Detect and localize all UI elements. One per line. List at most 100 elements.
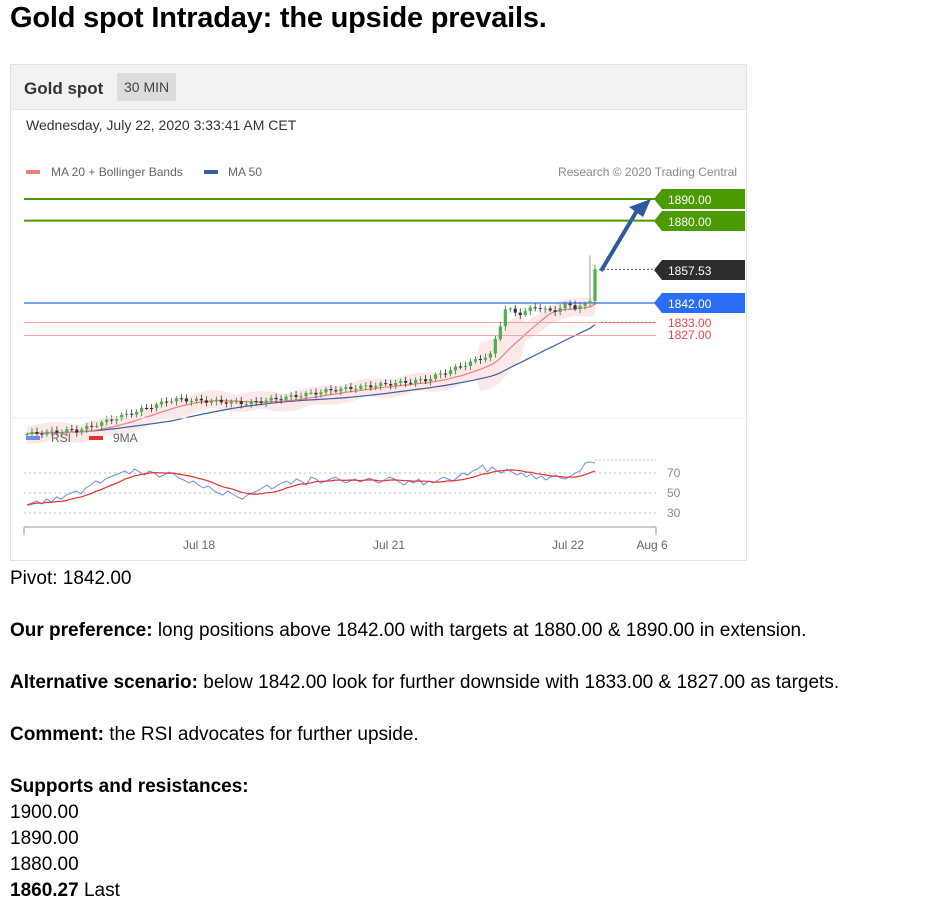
candle-body <box>105 419 109 423</box>
candle-body <box>65 429 69 433</box>
candle-body <box>329 389 333 391</box>
candle-body <box>184 398 189 402</box>
candle-body <box>339 388 343 392</box>
candle-body <box>60 432 64 434</box>
candle-body <box>349 386 353 389</box>
candle-body <box>30 431 34 435</box>
x-tick-label: Aug 6 <box>636 538 668 552</box>
price-tag-1890: 1890.00 <box>654 189 745 209</box>
chart-header: Gold spot 30 MIN <box>11 65 746 110</box>
last-price-row: 1860.27 Last <box>10 878 945 904</box>
analysis-text: Pivot: 1842.00 Our preference: long posi… <box>10 566 945 904</box>
candle-body <box>115 419 119 421</box>
chart-legend: MA 20 + Bollinger Bands MA 50 Research ©… <box>26 165 737 179</box>
alternative-text: below 1842.00 look for further downside … <box>197 672 840 693</box>
candle-body <box>249 401 253 405</box>
price-tag-1842: 1842.00 <box>654 293 745 313</box>
chart-credit: Research © 2020 Trading Central <box>558 165 737 179</box>
candle-body <box>538 308 542 310</box>
candle-body <box>463 365 468 367</box>
candle-body <box>169 401 174 403</box>
candle-body <box>299 396 303 398</box>
candle-body <box>364 385 368 387</box>
candle-body <box>309 392 313 394</box>
legend-swatch-9ma <box>89 436 103 440</box>
candle-body <box>334 390 338 392</box>
rsi-level-30-label: 30 <box>667 506 681 520</box>
price-tag-1880-label: 1880.00 <box>668 215 712 229</box>
page-title: Gold spot Intraday: the upside prevails. <box>10 2 547 34</box>
last-price-value: 1860.27 <box>10 880 79 901</box>
legend-label-ma50: MA 50 <box>228 165 262 179</box>
bollinger-band <box>27 295 595 445</box>
rsi-legend: RSI 9MA <box>26 431 138 445</box>
candle-body <box>204 400 208 403</box>
price-tag-1890-label: 1890.00 <box>668 193 712 207</box>
candle-body <box>70 429 74 431</box>
candle-body <box>374 385 378 388</box>
candle-body <box>563 303 567 309</box>
candle-body <box>583 303 587 306</box>
legend-swatch-ma20 <box>26 170 40 174</box>
candle-body <box>428 378 433 382</box>
candle-body <box>498 326 502 340</box>
instrument-name: Gold spot <box>24 79 104 98</box>
candle-body <box>389 384 393 386</box>
candle-body <box>234 401 238 403</box>
candle-body <box>304 392 308 397</box>
candle-body <box>414 379 418 384</box>
candle-body <box>159 401 164 405</box>
candle-body <box>80 429 84 433</box>
target-arrow-shaft <box>599 207 640 273</box>
candle-body <box>199 398 203 401</box>
alternative-label: Alternative scenario: <box>10 672 198 693</box>
candle-body <box>75 429 79 433</box>
candle-body <box>50 430 54 432</box>
candle-body <box>55 430 59 433</box>
price-tag-last: 1857.53 <box>654 260 745 280</box>
candle-body <box>214 399 218 402</box>
candle-body <box>518 312 522 315</box>
candle-body <box>189 400 194 402</box>
sr-level: 1890.00 <box>10 828 79 849</box>
candle-body <box>508 308 512 310</box>
candle-body <box>209 401 213 403</box>
candle-body <box>35 431 39 434</box>
candle-body <box>224 402 228 404</box>
candle-body <box>45 431 49 435</box>
candle-body <box>483 357 487 360</box>
legend-label-rsi: RSI <box>51 431 71 445</box>
supports-resistances-heading: Supports and resistances: <box>10 776 249 797</box>
ma50-line <box>26 324 596 435</box>
candle-body <box>394 382 398 386</box>
candle-body <box>399 380 403 383</box>
candle-body <box>110 419 114 421</box>
price-chart: MA 20 + Bollinger Bands MA 50 Research ©… <box>11 165 748 552</box>
rsi-level-70-label: 70 <box>667 466 681 480</box>
candle-body <box>379 383 383 386</box>
candle-body <box>130 413 134 415</box>
candle-body <box>359 385 363 389</box>
candle-body <box>125 413 129 415</box>
price-tag-1827-label: 1827.00 <box>668 328 712 342</box>
candle-body <box>573 305 577 310</box>
candle-body <box>443 373 448 375</box>
timeframe-badge[interactable]: 30 MIN <box>117 73 177 101</box>
candle-body <box>284 396 288 400</box>
candle-body <box>164 401 169 403</box>
candle-body <box>568 303 572 306</box>
candle-body <box>244 404 248 406</box>
chart-timestamp: Wednesday, July 22, 2020 3:33:41 AM CET <box>26 117 297 133</box>
legend-label-9ma: 9MA <box>113 431 138 445</box>
rsi-9ma-line <box>26 469 596 506</box>
alternative-paragraph: Alternative scenario: below 1842.00 look… <box>10 670 945 696</box>
candle-body <box>419 379 423 381</box>
legend-label-ma20: MA 20 + Bollinger Bands <box>51 165 183 179</box>
candle-body <box>578 305 582 310</box>
legend-swatch-ma50 <box>204 170 218 174</box>
candle-body <box>553 310 557 312</box>
candle-body <box>543 308 547 310</box>
candle-body <box>144 407 149 409</box>
last-price-label: Last <box>78 880 120 901</box>
candle-body <box>468 361 473 366</box>
